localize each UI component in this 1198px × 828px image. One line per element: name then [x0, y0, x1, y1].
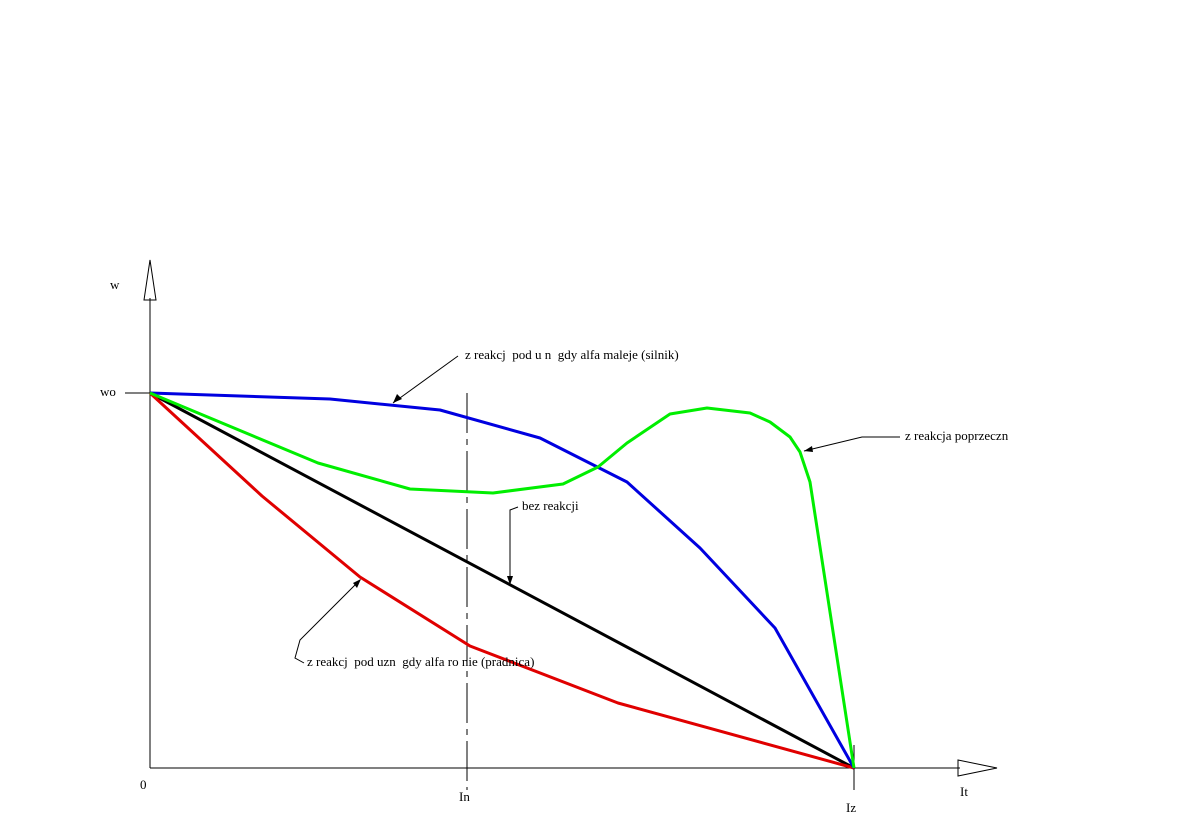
- leader-arrow: [393, 394, 402, 403]
- leader-arrow: [507, 576, 513, 585]
- red-annotation: z reakcj pod uzn gdy alfa ro nie (pradni…: [307, 654, 534, 669]
- y-arrow: [143, 259, 157, 301]
- x-arrow: [957, 759, 998, 777]
- green-curve: [149, 391, 856, 769]
- wo-label: wo: [100, 384, 116, 399]
- iz-label: Iz: [846, 800, 856, 815]
- leader: [294, 579, 361, 664]
- red-curve: [148, 391, 855, 770]
- leader: [509, 506, 519, 583]
- y-label: w: [110, 277, 120, 292]
- in-label: In: [459, 789, 470, 804]
- blue-annotation: z reakcj pod u n gdy alfa maleje (silnik…: [465, 347, 679, 362]
- leader-arrow: [353, 579, 361, 588]
- black-curve: [149, 391, 855, 770]
- origin-label: 0: [140, 777, 147, 792]
- blue-curve: [149, 391, 856, 769]
- it-label: It: [960, 784, 968, 799]
- leader: [392, 355, 459, 404]
- green-annotation: z reakcja poprzeczn: [905, 428, 1009, 443]
- black-annotation: bez reakcji: [522, 498, 579, 513]
- leader-arrow: [804, 446, 813, 452]
- leader: [803, 436, 900, 452]
